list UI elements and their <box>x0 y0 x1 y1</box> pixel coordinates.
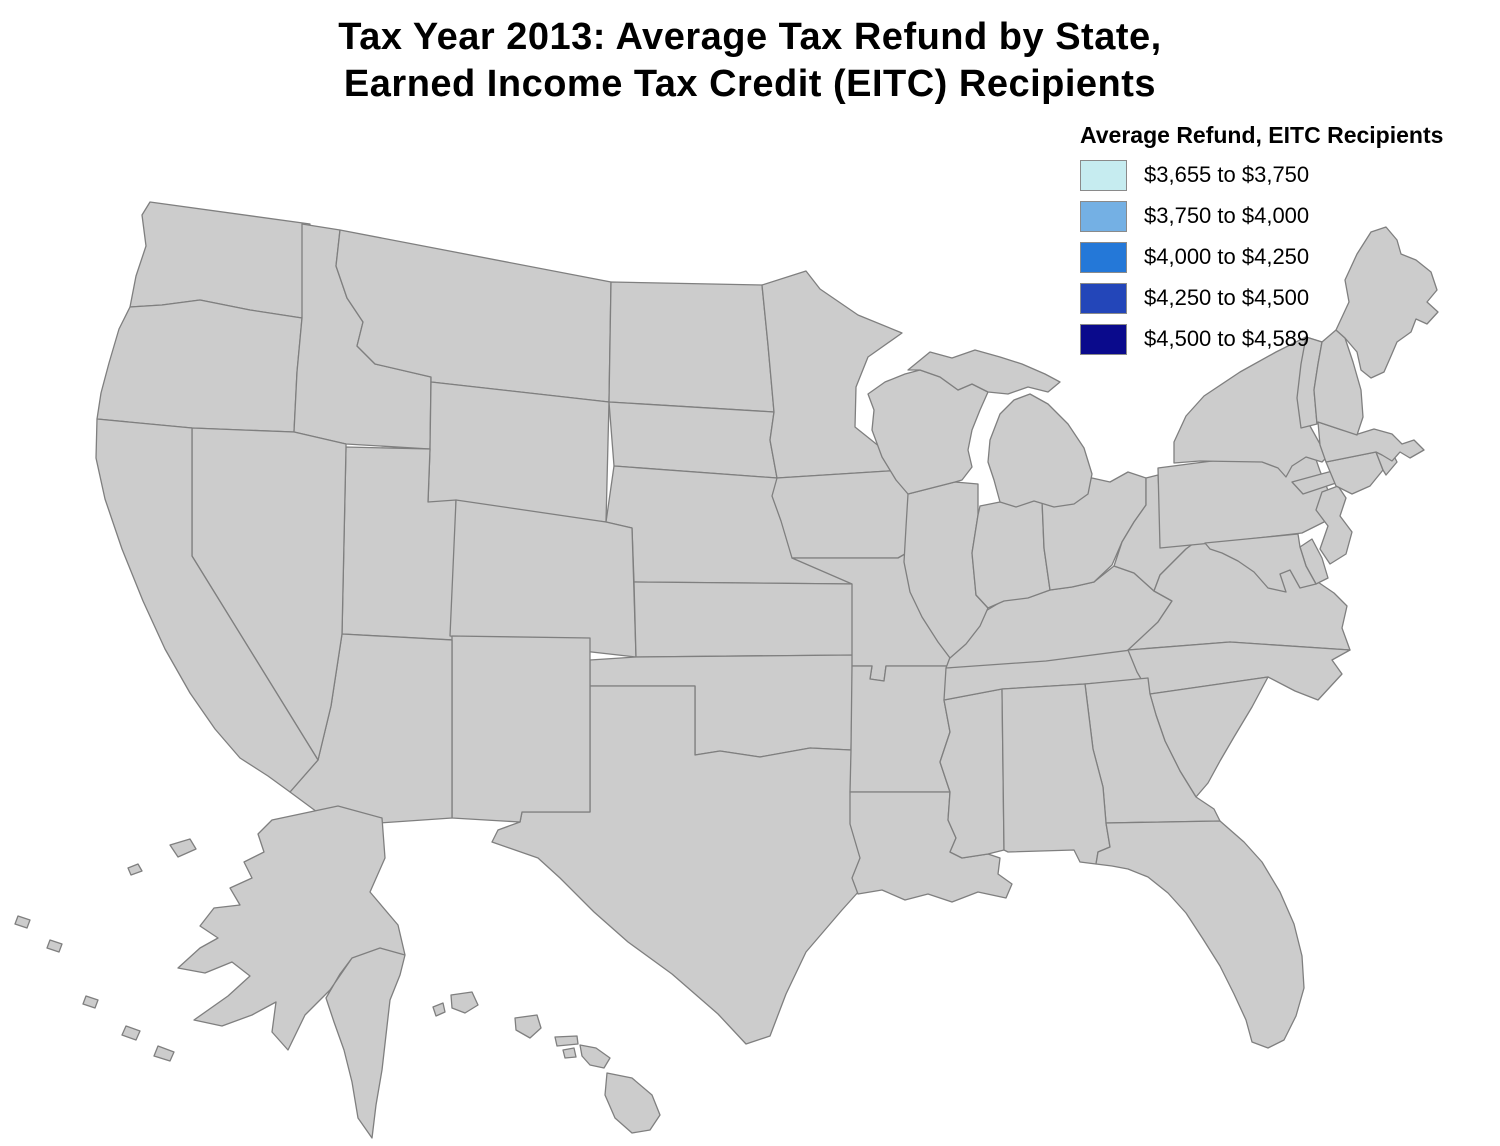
chart-title: Tax Year 2013: Average Tax Refund by Sta… <box>0 14 1500 108</box>
state-michigan <box>907 349 1093 508</box>
legend-item: $3,655 to $3,750 <box>1080 159 1480 191</box>
state-iowa <box>771 469 919 559</box>
state-massachusetts <box>1317 421 1425 463</box>
state-alaska <box>14 805 406 1139</box>
legend-label-class-5: $4,500 to $4,589 <box>1144 326 1310 351</box>
legend-item: $4,500 to $4,589 <box>1080 323 1480 355</box>
chart-title-line-2: Earned Income Tax Credit (EITC) Recipien… <box>343 63 1157 105</box>
state-hawaii <box>432 991 661 1134</box>
legend-item: $3,750 to $4,000 <box>1080 200 1480 232</box>
legend-item: $4,000 to $4,250 <box>1080 241 1480 273</box>
chart-title-line-1: Tax Year 2013: Average Tax Refund by Sta… <box>338 16 1162 58</box>
state-maryland <box>1204 533 1317 593</box>
state-washington <box>129 201 311 319</box>
legend-swatch-class-4 <box>1080 282 1127 314</box>
legend-title: Average Refund, EITC Recipients <box>1080 122 1444 148</box>
states-layer <box>14 201 1439 1139</box>
legend-swatch-class-1 <box>1080 159 1127 191</box>
state-arkansas <box>849 665 957 793</box>
legend-item: $4,250 to $4,500 <box>1080 282 1480 314</box>
legend-label-class-1: $3,655 to $3,750 <box>1144 162 1310 187</box>
state-minnesota <box>761 270 905 479</box>
state-indiana <box>971 499 1051 609</box>
state-california <box>95 418 319 793</box>
legend-label-class-4: $4,250 to $4,500 <box>1144 285 1310 310</box>
state-florida <box>1095 820 1305 1049</box>
state-maine <box>1335 226 1439 379</box>
state-pennsylvania <box>1157 447 1339 549</box>
state-texas <box>491 685 874 1045</box>
legend-swatch-class-5 <box>1080 323 1127 355</box>
state-north-dakota <box>608 281 775 413</box>
legend-swatch-class-2 <box>1080 200 1127 232</box>
state-new-mexico <box>451 635 591 823</box>
state-kansas <box>633 581 857 658</box>
state-colorado <box>449 499 637 658</box>
legend-label-class-2: $3,750 to $4,000 <box>1144 203 1310 228</box>
legend-swatch-class-3 <box>1080 241 1127 273</box>
state-oregon <box>96 299 303 433</box>
state-illinois <box>903 481 989 659</box>
legend-label-class-3: $4,000 to $4,250 <box>1144 244 1310 269</box>
state-new-jersey <box>1315 485 1353 565</box>
state-south-dakota <box>608 401 778 479</box>
legend: Average Refund, EITC Recipients $3,655 t… <box>1080 122 1480 364</box>
